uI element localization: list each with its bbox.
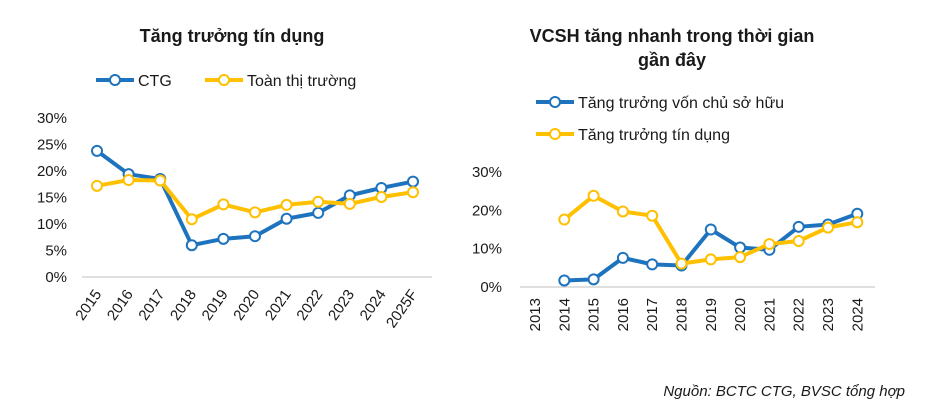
chart1-x-tick-label: 2016 — [104, 287, 137, 324]
chart1-x-tick-label: 2021 — [262, 287, 295, 324]
chart1-x-axis: 2015201620172018201920202021202220232024… — [72, 287, 421, 332]
chart1-y-tick-label: 0% — [45, 269, 67, 286]
chart1-data-point — [312, 206, 325, 219]
chart1-x-tick-label: 2018 — [167, 287, 200, 324]
chart1-legend-label-ctg: CTG — [138, 73, 172, 90]
chart1-data-point — [407, 175, 419, 188]
chart1-plot-area — [91, 144, 419, 252]
chart1-legend-marker-market — [218, 74, 230, 86]
chart1-data-point — [185, 213, 198, 226]
chart1-data-point — [249, 230, 261, 243]
chart1-x-tick-label: 2023 — [325, 287, 358, 324]
chart1-legend-marker-ctg — [109, 74, 121, 86]
chart1-x-tick-label: 2017 — [135, 287, 168, 324]
chart1-x-tick-label: 2025F — [383, 287, 421, 332]
chart1-y-tick-label: 10% — [37, 216, 67, 233]
chart1-data-point — [249, 206, 261, 219]
chart1-data-point — [280, 212, 293, 225]
chart1-data-point — [122, 174, 135, 187]
chart1-data-point — [217, 198, 230, 211]
chart1-x-tick-label: 2019 — [199, 287, 232, 324]
chart1-x-tick-label: 2022 — [293, 287, 326, 324]
chart1-legend: CTG Toàn thị trường — [96, 73, 356, 90]
chart1-data-point — [91, 144, 103, 157]
chart1-title: Tăng trưởng tín dụng — [140, 26, 325, 46]
chart1-legend-label-market: Toàn thị trường — [247, 73, 356, 90]
chart1-data-point — [154, 174, 167, 187]
chart1-data-point — [217, 232, 230, 245]
chart1-data-point — [91, 179, 103, 192]
chart1-data-point — [343, 197, 356, 210]
chart1-data-point — [407, 186, 419, 199]
chart1-y-tick-label: 5% — [45, 243, 67, 260]
chart1-x-tick-label: 2020 — [230, 287, 263, 324]
chart1-data-point — [280, 198, 293, 211]
chart1-y-tick-label: 30% — [37, 110, 67, 127]
chart1-y-tick-label: 15% — [37, 190, 67, 207]
chart1-data-point — [185, 239, 198, 252]
chart1-data-point — [312, 195, 325, 208]
chart1-x-tick-label: 2015 — [72, 287, 105, 324]
chart1-y-axis: 30% 25% 20% 15% 10% 5% 0% — [37, 110, 67, 286]
chart1-y-tick-label: 20% — [37, 163, 67, 180]
chart1-data-point — [375, 190, 388, 203]
chart1-y-tick-label: 25% — [37, 137, 67, 154]
